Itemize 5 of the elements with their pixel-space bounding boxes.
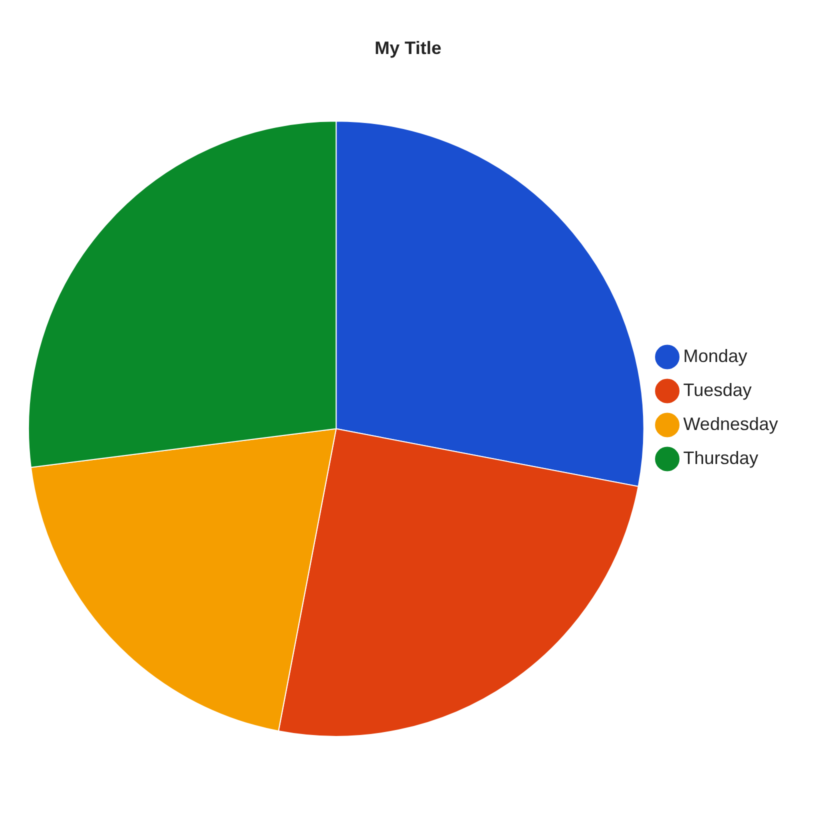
chart-title: My Title [374,38,442,58]
legend-label: Thursday [683,448,758,468]
legend-label: Tuesday [683,380,752,400]
legend-label: Wednesday [683,414,778,434]
legend-label: Monday [683,346,748,366]
